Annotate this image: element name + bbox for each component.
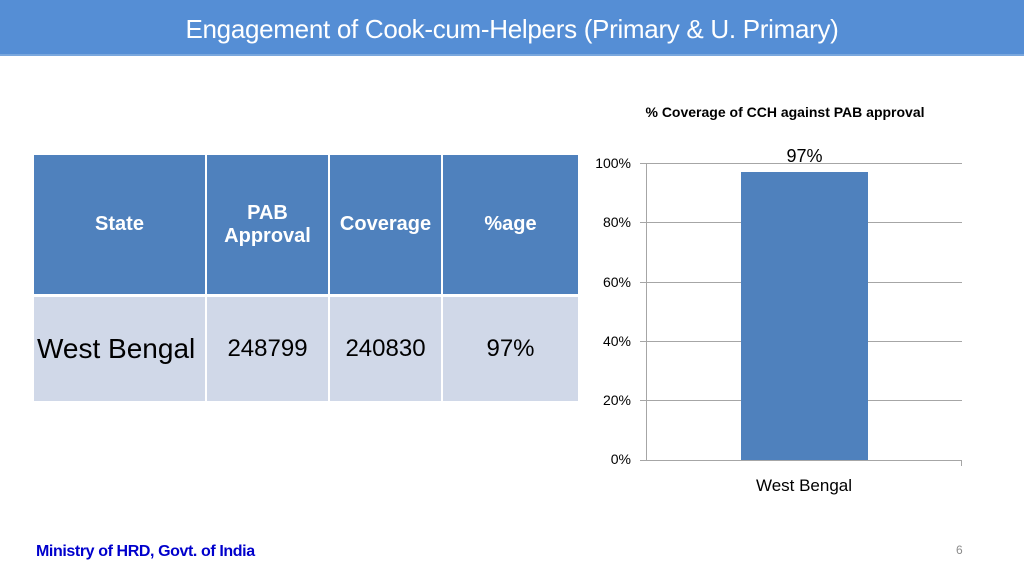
slide-header: Engagement of Cook-cum-Helpers (Primary … [0,0,1024,56]
page-number: 6 [956,543,963,557]
y-axis-line [646,163,647,461]
x-category-label: West Bengal [755,476,853,495]
footer-ministry: Ministry of HRD, Govt. of India [36,543,255,560]
cell-coverage: 240830 [330,297,443,401]
y-tick-label: 0% [610,451,631,467]
bar-west-bengal [741,172,868,460]
y-tick [640,222,646,223]
y-tick-label: 20% [602,392,631,408]
y-tick [640,341,646,342]
slide-title: Engagement of Cook-cum-Helpers (Primary … [185,14,839,44]
y-tick [640,400,646,401]
gridline [646,163,962,164]
cell-pab-approval: 248799 [207,297,330,401]
column-header-coverage: Coverage [330,155,443,297]
x-axis-line [646,460,962,461]
cell-percentage: 97% [443,297,578,401]
y-tick-label: 60% [602,274,631,290]
y-tick [640,282,646,283]
pab-label-line2: Approval [224,224,311,247]
column-header-state: State [34,155,207,297]
y-tick-label: 100% [595,155,631,171]
table-row: West Bengal 248799 240830 97% [34,297,578,401]
coverage-table: State PAB Approval Coverage %age West Be… [34,155,578,401]
x-tick [961,460,962,466]
y-tick [640,460,646,461]
column-header-percentage: %age [443,155,578,297]
y-tick [640,163,646,164]
chart-title: % Coverage of CCH against PAB approval [645,104,925,120]
bar-data-label: 97% [786,146,823,166]
column-header-pab-approval: PAB Approval [207,155,330,297]
y-tick-label: 80% [602,214,631,230]
cell-state: West Bengal [34,297,207,401]
pab-label-line1: PAB [247,201,288,224]
table-header-row: State PAB Approval Coverage %age [34,155,578,297]
y-tick-label: 40% [602,333,631,349]
